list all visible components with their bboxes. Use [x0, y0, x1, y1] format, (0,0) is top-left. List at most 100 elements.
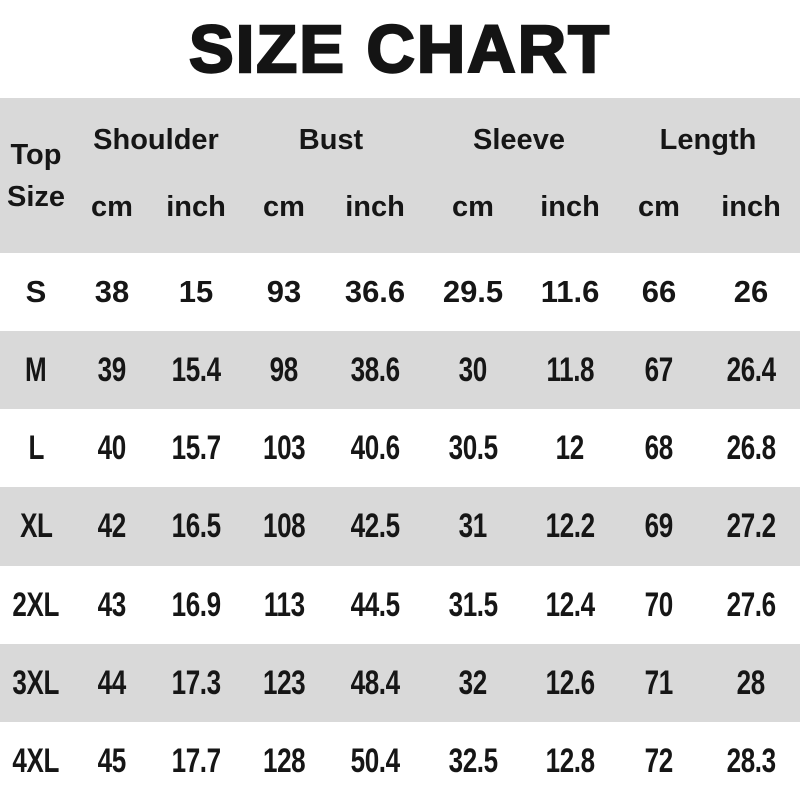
value-cell: 71 — [616, 644, 702, 722]
unit-header-shoulder-cm: cm — [91, 191, 133, 223]
value-cell: 32.5 — [422, 722, 524, 800]
value-cell: 72 — [616, 722, 702, 800]
value-cell: 38 — [72, 253, 152, 331]
value-cell: 11.6 — [524, 253, 616, 331]
value-bust-inch: 50.4 — [350, 741, 400, 780]
size-label: XL — [19, 506, 53, 546]
value-cell: 28.3 — [702, 722, 800, 800]
value-length-cm: 68 — [644, 428, 674, 468]
value-cell: 128 — [240, 722, 328, 800]
value-sleeve-cm: 29.5 — [442, 274, 504, 310]
value-shoulder-inch: 16.5 — [171, 506, 221, 546]
value-length-inch: 27.6 — [726, 584, 776, 624]
value-length-inch: 26.8 — [726, 428, 776, 468]
value-cell: 50.4 — [328, 722, 422, 800]
value-cell: 42.5 — [328, 487, 422, 565]
size-cell: XL — [0, 487, 72, 565]
unit-header-sleeve-cm: cm — [452, 191, 494, 223]
value-cell: 12.6 — [524, 644, 616, 722]
value-length-inch: 28 — [736, 662, 766, 702]
group-header-sleeve: Sleeve — [473, 124, 565, 156]
value-shoulder-inch: 15.7 — [171, 428, 221, 468]
value-cell: 42 — [72, 487, 152, 565]
size-cell: M — [0, 331, 72, 409]
value-cell: 40 — [72, 409, 152, 487]
value-shoulder-cm: 38 — [94, 274, 130, 310]
size-label: L — [28, 428, 44, 468]
value-cell: 30.5 — [422, 409, 524, 487]
value-cell: 123 — [240, 644, 328, 722]
value-shoulder-inch: 16.9 — [171, 584, 221, 624]
table-row-l: L 40 15.7 103 40.6 30.5 12 68 26.8 — [0, 409, 800, 488]
value-length-inch: 26 — [733, 274, 769, 310]
value-sleeve-cm: 32 — [458, 662, 488, 702]
value-length-cm: 72 — [644, 741, 674, 780]
unit-header-sleeve-inch: inch — [540, 191, 600, 223]
value-cell: 31.5 — [422, 566, 524, 644]
value-cell: 12.2 — [524, 487, 616, 565]
value-bust-inch: 38.6 — [350, 350, 400, 389]
value-cell: 45 — [72, 722, 152, 800]
size-label: 3XL — [12, 662, 60, 702]
size-cell: 3XL — [0, 644, 72, 722]
group-header-bust: Bust — [298, 124, 364, 156]
value-cell: 26.4 — [702, 331, 800, 409]
group-header-length: Length — [659, 124, 757, 156]
value-shoulder-cm: 44 — [97, 662, 127, 702]
table-row-xl: XL 42 16.5 108 42.5 31 12.2 69 27.2 — [0, 487, 800, 566]
value-cell: 30 — [422, 331, 524, 409]
value-bust-inch: 42.5 — [350, 506, 400, 546]
size-label: 2XL — [12, 584, 60, 624]
value-bust-cm: 123 — [262, 662, 306, 702]
value-bust-inch: 36.6 — [344, 274, 406, 310]
value-cell: 12 — [524, 409, 616, 487]
value-cell: 44 — [72, 644, 152, 722]
value-sleeve-cm: 30 — [458, 350, 488, 389]
value-length-inch: 28.3 — [726, 741, 776, 780]
value-bust-inch: 44.5 — [350, 584, 400, 624]
value-shoulder-cm: 39 — [97, 350, 127, 389]
value-length-cm: 70 — [644, 584, 674, 624]
value-shoulder-cm: 40 — [97, 428, 127, 468]
unit-header-shoulder-inch: inch — [166, 191, 226, 223]
table-row-m: M 39 15.4 98 38.6 30 11.8 67 26.4 — [0, 331, 800, 410]
value-cell: 27.2 — [702, 487, 800, 565]
value-cell: 68 — [616, 409, 702, 487]
value-length-cm: 66 — [641, 274, 677, 310]
value-shoulder-cm: 43 — [97, 584, 127, 624]
value-cell: 66 — [616, 253, 702, 331]
size-cell: 4XL — [0, 722, 72, 800]
corner-header-line2: Size — [6, 180, 66, 213]
table-row-4xl: 4XL 45 17.7 128 50.4 32.5 12.8 72 28.3 — [0, 721, 800, 800]
value-bust-inch: 40.6 — [350, 428, 400, 468]
value-length-cm: 69 — [644, 506, 674, 546]
value-shoulder-inch: 17.3 — [171, 662, 221, 702]
value-length-inch: 27.2 — [726, 506, 776, 546]
table-row-2xl: 2XL 43 16.9 113 44.5 31.5 12.4 70 27.6 — [0, 565, 800, 644]
value-cell: 26 — [702, 253, 800, 331]
value-cell: 15.4 — [152, 331, 240, 409]
value-sleeve-inch: 12.2 — [545, 506, 595, 546]
value-cell: 31 — [422, 487, 524, 565]
value-cell: 27.6 — [702, 566, 800, 644]
value-cell: 26.8 — [702, 409, 800, 487]
value-cell: 12.8 — [524, 722, 616, 800]
value-cell: 17.7 — [152, 722, 240, 800]
size-label: S — [25, 274, 47, 310]
value-bust-cm: 128 — [262, 741, 306, 780]
value-length-cm: 67 — [644, 350, 674, 389]
value-cell: 36.6 — [328, 253, 422, 331]
value-cell: 39 — [72, 331, 152, 409]
value-sleeve-cm: 31 — [458, 506, 488, 546]
value-bust-cm: 113 — [263, 584, 305, 624]
value-cell: 29.5 — [422, 253, 524, 331]
value-length-cm: 71 — [644, 662, 674, 702]
corner-header-line1: Top — [10, 138, 62, 171]
title-bar: SIZE CHART — [0, 0, 800, 98]
value-bust-cm: 108 — [262, 506, 306, 546]
size-cell: L — [0, 409, 72, 487]
value-bust-cm: 103 — [262, 428, 306, 468]
size-cell: S — [0, 253, 72, 331]
value-length-inch: 26.4 — [726, 350, 776, 389]
value-sleeve-inch: 11.6 — [540, 274, 600, 310]
